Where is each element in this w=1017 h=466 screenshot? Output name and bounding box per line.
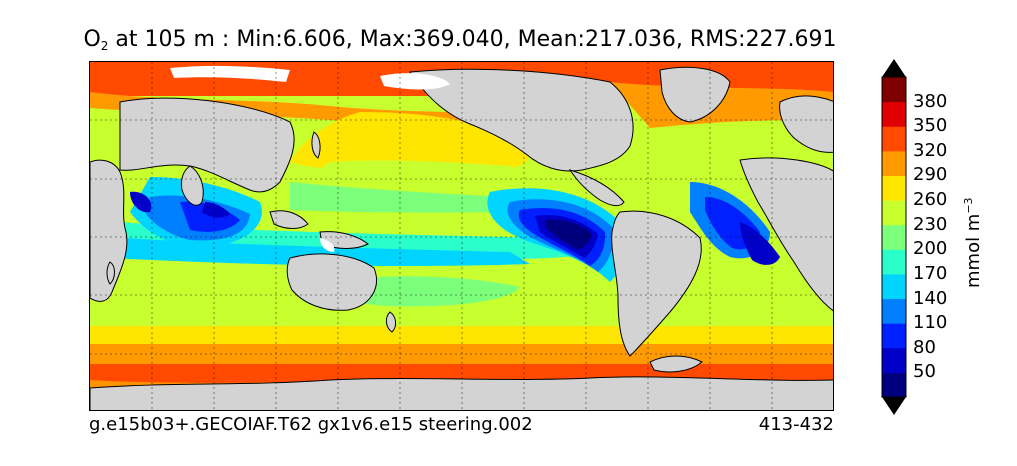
australia <box>286 253 377 311</box>
colorbar-tick-label: 170 <box>913 262 948 284</box>
title-stats: at 105 m : Min:6.606, Max:369.040, Mean:… <box>108 27 837 52</box>
colorbar-segment <box>882 273 906 300</box>
africa-west <box>739 157 833 312</box>
colorbar-segment <box>882 101 906 127</box>
colorbar-extend-min <box>882 397 906 415</box>
colorbar-tick-label: 350 <box>913 115 948 137</box>
central-america <box>568 169 625 207</box>
colorbar-segment <box>882 175 906 201</box>
title-species-subscript: 2 <box>100 39 109 53</box>
antarctica <box>90 376 833 410</box>
colorbar-segment <box>882 249 906 275</box>
colorbar-tick-label: 50 <box>913 361 936 383</box>
colorbar-tick-label: 320 <box>913 139 948 161</box>
colorbar-tick-label: 380 <box>913 90 948 112</box>
units-base: mmol m <box>963 213 984 288</box>
greenland <box>659 66 731 123</box>
plot-title: O2 at 105 m : Min:6.606, Max:369.040, Me… <box>0 26 920 60</box>
japan <box>311 131 321 159</box>
colorbar-units: mmol m−3 <box>962 197 984 288</box>
sea-ice-siberia <box>170 65 290 82</box>
colorbar-tick-label: 110 <box>913 312 948 334</box>
np-230 <box>290 182 550 213</box>
colorbar-segment <box>882 200 906 226</box>
sea-ice-beaufort <box>380 73 450 90</box>
etp-50 <box>545 219 592 250</box>
title-species: O <box>83 27 101 52</box>
np-290 <box>290 112 530 173</box>
map-svg <box>90 62 833 410</box>
europe <box>779 95 833 153</box>
colorbar-extend-max <box>882 59 906 77</box>
antarctic-peninsula <box>649 355 703 373</box>
colorbar <box>881 59 907 415</box>
south-america <box>611 210 702 357</box>
np-260 <box>300 160 518 190</box>
new-zealand <box>385 311 397 333</box>
colorbar-segment <box>882 150 906 176</box>
borneo <box>269 210 309 229</box>
colorbar-tick-label: 260 <box>913 189 948 211</box>
india <box>181 165 204 206</box>
colorbar-outline <box>881 76 907 398</box>
year-range-label: 413-432 <box>758 414 834 435</box>
colorbar-segment <box>882 323 906 349</box>
case-name-label: g.e15b03+.GECOIAF.T62 gx1v6.e15 steering… <box>89 414 533 435</box>
colorbar-tick-label: 290 <box>913 164 948 186</box>
colorbar-segment <box>882 77 906 103</box>
colorbar-segment <box>882 372 906 398</box>
indian-110 <box>180 201 240 232</box>
colorbar-tick-label: 140 <box>913 287 948 309</box>
graticule <box>90 62 833 410</box>
colorbar-tick-label: 200 <box>913 238 948 260</box>
atl-80 <box>740 222 780 265</box>
missing-indonesia <box>320 238 335 252</box>
units-exponent: −3 <box>962 197 975 214</box>
africa-east <box>90 159 128 302</box>
colorbar-tick-label: 80 <box>913 336 936 358</box>
asia <box>119 97 295 193</box>
colorbar-segment <box>882 224 906 250</box>
colorbar-segment <box>882 347 906 373</box>
colorbar-tick-label: 230 <box>913 213 948 235</box>
arabian-80 <box>130 191 152 213</box>
sp-230 <box>330 276 520 307</box>
colorbar-segment <box>882 298 906 324</box>
indian-80 <box>202 202 230 218</box>
colorbar-segment <box>882 126 906 152</box>
madagascar <box>106 261 115 285</box>
ocean-map <box>89 61 834 411</box>
